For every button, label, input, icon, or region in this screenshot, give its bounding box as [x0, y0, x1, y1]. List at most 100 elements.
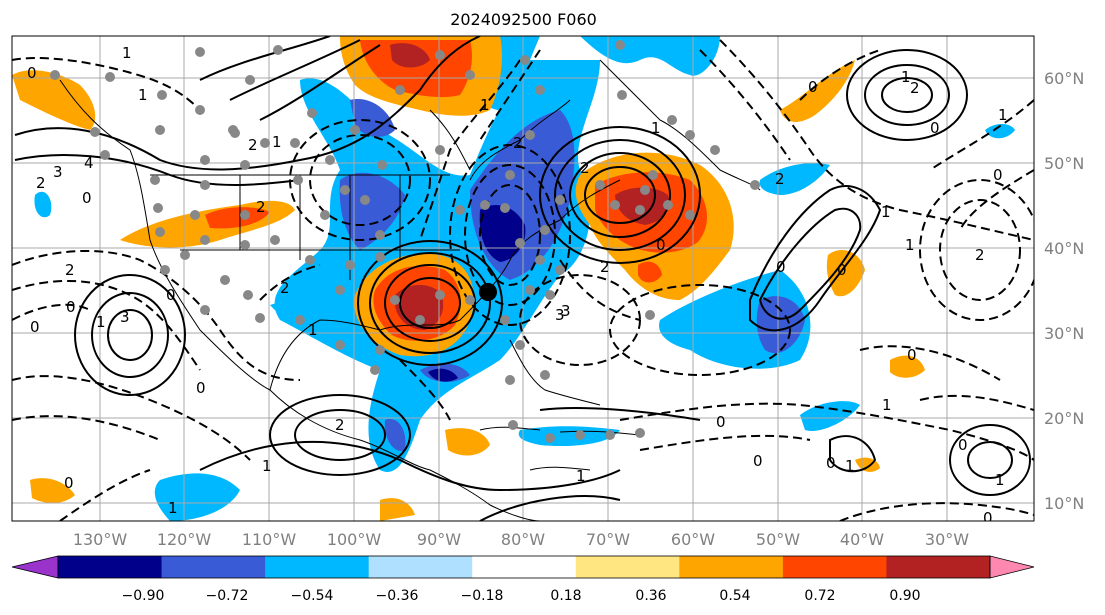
- lon-tick: 60°W: [671, 530, 715, 549]
- contour-label: 0: [958, 436, 968, 454]
- colorbar-tick: 0.36: [635, 588, 666, 604]
- lat-tick: 20°N: [1044, 409, 1084, 428]
- contour-label: 0: [907, 346, 917, 364]
- contour-label: 1: [905, 236, 915, 254]
- fill-cyan-mid-atl: [800, 401, 860, 431]
- contour-label: 0: [993, 166, 1003, 184]
- colorbar-segment: [368, 556, 473, 578]
- contour-label: 3: [555, 306, 565, 324]
- lon-tick: 70°W: [586, 530, 630, 549]
- contours-dashed: [12, 39, 1034, 521]
- contour-label: 2: [65, 261, 75, 279]
- contour-label: 0: [808, 78, 818, 96]
- contour-label: 3: [561, 302, 571, 320]
- contour-label: 0: [82, 189, 92, 207]
- lat-tick: 50°N: [1044, 154, 1084, 173]
- contour-label: 1: [308, 321, 318, 339]
- contour-label: 2: [580, 159, 590, 177]
- fill-orange-west-coast: [12, 70, 96, 130]
- contour-label: 2: [600, 258, 610, 276]
- contour-label: 2: [248, 136, 258, 154]
- fill-orange-mid: [826, 250, 865, 297]
- colorbar-tick: 0.90: [889, 588, 920, 604]
- lat-tick: 60°N: [1044, 69, 1084, 88]
- lon-tick: 100°W: [327, 530, 382, 549]
- contour-label: 2: [910, 79, 920, 97]
- colorbar-segment: [679, 556, 784, 578]
- fill-cyan-west-coast: [34, 191, 52, 218]
- lat-tick-labels: 60°N 50°N 40°N 30°N 20°N 10°N: [1044, 69, 1084, 513]
- colorbar-tick-labels: −0.90 −0.72 −0.54 −0.36 −0.18 0.18 0.36 …: [122, 588, 921, 604]
- fill-redorange-rockies: [205, 207, 270, 229]
- contour-label: 1: [882, 396, 892, 414]
- contour-label: 0: [826, 454, 836, 472]
- colorbar: [11, 555, 1035, 579]
- colorbar-tick: 0.72: [804, 588, 835, 604]
- colorbar-segment: [161, 556, 266, 578]
- fill-orange-ne: [780, 60, 855, 122]
- contours-solid: [14, 36, 1031, 521]
- contour-label: 0: [64, 474, 74, 492]
- lon-tick: 110°W: [242, 530, 297, 549]
- contour-label: 0: [983, 509, 993, 527]
- colorbar-under-extension: [11, 555, 59, 579]
- contour-label: 1: [272, 133, 282, 151]
- contour-label: 1: [122, 44, 132, 62]
- fill-orange-trop: [890, 355, 925, 378]
- lon-tick: 40°W: [840, 530, 884, 549]
- contour-label: 0: [66, 298, 76, 316]
- fill-cyan-sw: [154, 473, 240, 521]
- map-title: 2024092500 F060: [450, 10, 597, 29]
- contour-label: 0: [30, 318, 40, 336]
- fill-cyan-far-east: [985, 124, 1015, 139]
- colorbar-segment: [886, 556, 991, 578]
- colorbar-tick: 0.18: [550, 588, 581, 604]
- contour-label: 1: [96, 313, 106, 331]
- contour-label: 2: [256, 198, 266, 216]
- contour-label: 0: [656, 236, 666, 254]
- contour-label: 0: [930, 119, 940, 137]
- colorbar-segment: [265, 556, 370, 578]
- contour-labels: 0 1 2 3 4 0 1 2 1 2 0 0 1 2 1 0 1 2 3 2 …: [27, 44, 1008, 527]
- contour-label: 0: [837, 261, 847, 279]
- fill-blue-north: [350, 99, 395, 137]
- fill-blue-mex: [384, 419, 406, 451]
- contour-label: 0: [196, 379, 206, 397]
- colorbar-over-extension: [989, 555, 1035, 579]
- contour-label: 2: [513, 134, 523, 152]
- contour-label: 1: [576, 467, 586, 485]
- contour-label: 2: [775, 170, 785, 188]
- contour-label: 1: [845, 457, 855, 475]
- fill-redorange-atl2: [638, 261, 662, 283]
- contour-label: 0: [776, 258, 786, 276]
- contour-label: 1: [995, 471, 1005, 489]
- colorbar-tick: −0.36: [376, 588, 419, 604]
- contour-label: 3: [53, 163, 63, 181]
- lat-tick: 40°N: [1044, 239, 1084, 258]
- storm-center-marker: [479, 283, 497, 301]
- colorbar-frame: [57, 555, 991, 579]
- lon-tick: 50°W: [756, 530, 800, 549]
- fill-cyan-nw: [580, 36, 720, 76]
- lon-tick: 130°W: [73, 530, 128, 549]
- contour-label: 2: [36, 174, 46, 192]
- fill-navy-gulf: [428, 368, 458, 382]
- colorbar-tick: −0.72: [206, 588, 249, 604]
- contour-label: 1: [262, 457, 272, 475]
- contour-label: 1: [901, 68, 911, 86]
- fill-darkred-north: [390, 43, 430, 68]
- colorbar-segment: [782, 556, 887, 578]
- lon-tick: 80°W: [501, 530, 545, 549]
- colorbar-segment: [575, 556, 680, 578]
- contour-label: 1: [168, 499, 178, 517]
- lon-tick: 120°W: [157, 530, 212, 549]
- contour-label: 1: [480, 96, 490, 114]
- map-frame: [11, 35, 1035, 522]
- colorbar-tick: 0.54: [719, 588, 750, 604]
- lat-tick: 10°N: [1044, 494, 1084, 513]
- contour-label: 2: [280, 279, 290, 297]
- contour-label: 1: [998, 106, 1008, 124]
- contour-label: 4: [84, 154, 94, 172]
- fill-orange-sw: [30, 478, 75, 503]
